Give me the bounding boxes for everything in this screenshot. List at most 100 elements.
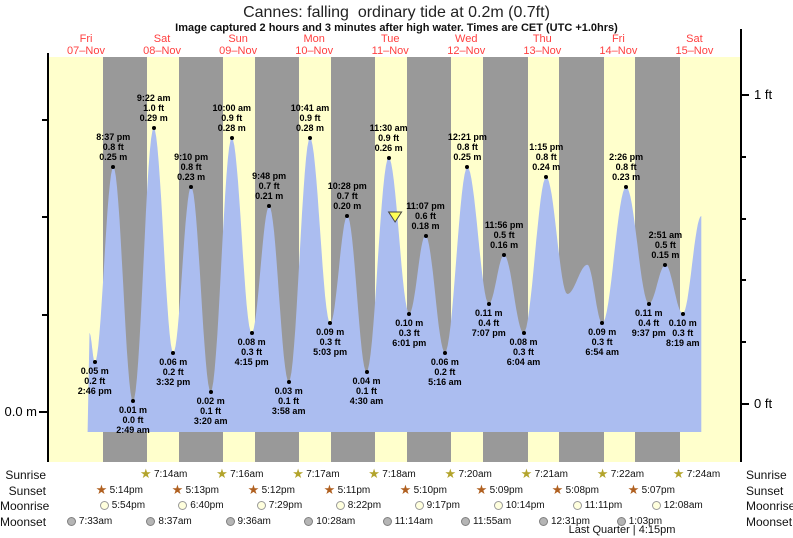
page-title: Cannes: falling ordinary tide at 0.2m (0… (243, 4, 550, 21)
right-axis-0ft-label: 0 ft (754, 396, 773, 411)
astro-time: 9:36am (237, 515, 271, 527)
moonset-circle-icon (382, 516, 392, 526)
tide-extreme-dot (407, 311, 412, 316)
day-label: Wed 12–Nov (447, 33, 486, 57)
tide-plot-area: 0.05 m 0.2 ft 2:46 pm 8:37 pm 0.8 ft 0.25 m 0.… (48, 57, 740, 462)
meter-axis-tick (42, 119, 48, 121)
day-label: Mon 10–Nov (295, 33, 334, 57)
high-tide-label: 11:56 pm 0.5 ft 0.16 m (484, 220, 524, 250)
astro-time: 12:31pm (551, 515, 590, 527)
moonrise-circle-icon (572, 501, 582, 510)
sunset-star-icon: ★ (171, 481, 184, 497)
tide-extreme-dot (92, 360, 97, 365)
feet-axis-tick (740, 279, 746, 281)
astro-time: 11:55am (473, 515, 512, 527)
right-axis-1ft-label: 1 ft (754, 87, 773, 102)
high-tide-label: 2:51 am 0.5 ft 0.15 m (648, 229, 683, 260)
tide-extreme-dot (151, 126, 156, 131)
tide-extreme-dot (423, 233, 428, 238)
tide-extreme-dot (442, 350, 447, 355)
tide-extreme-dot (111, 165, 116, 170)
astro-time: 6:40pm (190, 500, 224, 511)
tide-extreme-dot (680, 311, 685, 316)
high-tide-label: 10:41 am 0.9 ft 0.28 m (290, 103, 330, 133)
astro-time: 12:08am (663, 500, 703, 511)
astro-time: 1:03pm (628, 515, 663, 527)
astro-time: 11:14am (394, 515, 433, 527)
sunset-star-icon: ★ (95, 481, 108, 497)
sunset-star-icon: ★ (399, 481, 412, 497)
astro-time: 5:12pm (261, 484, 295, 496)
moonset-circle-icon (461, 516, 470, 526)
moonset-circle-icon (146, 516, 156, 526)
tide-extreme-dot (386, 155, 391, 160)
low-tide-label: 0.02 m 0.1 ft 3:20 am (193, 395, 228, 426)
moonrise-circle-icon (335, 501, 345, 510)
day-label: Thu 13–Nov (523, 33, 562, 57)
left-axis-line (47, 53, 49, 462)
tide-extreme-dot (364, 370, 369, 374)
sunset-row-label-right: Sunset (746, 483, 784, 498)
meter-axis-tick (39, 411, 48, 413)
astro-time: 10:28am (316, 515, 356, 527)
low-tide-label: 0.11 m 0.4 ft 9:37 pm (631, 307, 666, 338)
astro-time: 9:17pm (426, 500, 460, 511)
sunrise-row-label-left: Sunrise (5, 468, 46, 482)
low-tide-label: 0.11 m 0.4 ft 7:07 pm (471, 307, 506, 338)
astro-time: 5:09pm (489, 484, 523, 496)
meter-axis-tick (42, 314, 48, 316)
current-level-marker (387, 211, 403, 223)
moonset-circle-icon (539, 516, 548, 526)
astro-time: 7:17am (306, 469, 340, 480)
astro-time: 7:18am (382, 469, 416, 480)
moonset-row: Moonset Moonset 7:33am 8:37am 9:36am 10:28am 1… (0, 514, 793, 529)
tide-extreme-dot (624, 184, 629, 189)
low-tide-label: 0.06 m 0.2 ft 3:32 pm (156, 356, 191, 387)
moonrise-circle-icon (493, 501, 503, 510)
page-subtitle: Image captured 2 hours and 3 minutes aft… (175, 22, 618, 34)
sunset-row: Sunset Sunset ★ 5:14pm ★ 5:13pm ★ 5:12pm ★ 5:11pm… (0, 481, 793, 498)
tide-extreme-dot (208, 389, 213, 394)
tide-extreme-dot (345, 214, 350, 218)
sunset-star-icon: ★ (323, 481, 336, 497)
tide-extreme-dot (486, 301, 491, 306)
left-axis-meter-label: 0.0 m (4, 404, 37, 419)
moonset-circle-icon (616, 516, 626, 526)
astro-time: 7:22am (610, 469, 645, 480)
sunrise-star-icon: ★ (140, 466, 152, 481)
tide-curve-svg (87, 128, 702, 433)
sunrise-row: Sunrise Sunrise ★ 7:14am ★ 7:16am ★ 7:17am ★ 7:18… (0, 466, 793, 482)
low-tide-label: 0.01 m 0.0 ft 2:49 am (116, 405, 150, 436)
astro-time: 5:07pm (641, 484, 675, 496)
sunset-star-icon: ★ (627, 481, 640, 497)
moonrise-row-label-left: Moonrise (0, 499, 50, 513)
high-tide-label: 9:22 am 1.0 ft 0.29 m (136, 93, 171, 124)
moon-phase-note: Last Quarter | 4:15pm (568, 524, 676, 536)
tide-extreme-dot (521, 331, 526, 335)
high-tide-label: 10:28 pm 0.7 ft 0.20 m (327, 181, 367, 211)
high-tide-label: 8:37 pm 0.8 ft 0.25 m (96, 132, 131, 163)
tide-extreme-dot (249, 331, 254, 335)
low-tide-label: 0.04 m 0.1 ft 4:30 am (349, 376, 384, 406)
tide-extreme-dot (229, 136, 234, 140)
moonset-circle-icon (66, 516, 76, 526)
astro-time: 7:24am (686, 469, 721, 480)
moonrise-circle-icon (178, 501, 188, 510)
high-tide-label: 9:48 pm 0.7 ft 0.21 m (252, 171, 287, 202)
sunrise-star-icon: ★ (672, 466, 685, 481)
day-label: Sat 08–Nov (143, 33, 182, 57)
tide-extreme-dot (663, 262, 668, 267)
high-tide-label: 1:15 pm 0.8 ft 0.24 m (529, 142, 564, 172)
tide-extreme-dot (646, 301, 651, 306)
feet-axis-tick (740, 341, 746, 343)
low-tide-label: 0.08 m 0.3 ft 6:04 am (506, 337, 541, 367)
moonrise-row: Moonrise Moonrise 5:54pm 6:40pm 7:29pm 8:22pm… (0, 498, 793, 513)
sunset-star-icon: ★ (247, 481, 260, 497)
low-tide-label: 0.05 m 0.2 ft 2:46 pm (77, 366, 112, 397)
low-tide-label: 0.10 m 0.3 ft 6:01 pm (392, 317, 427, 348)
moonset-row-label-left: Moonset (0, 514, 47, 529)
tide-extreme-dot (328, 321, 333, 326)
moonset-circle-icon (304, 516, 314, 526)
day-label: Fri 14–Nov (599, 33, 638, 57)
